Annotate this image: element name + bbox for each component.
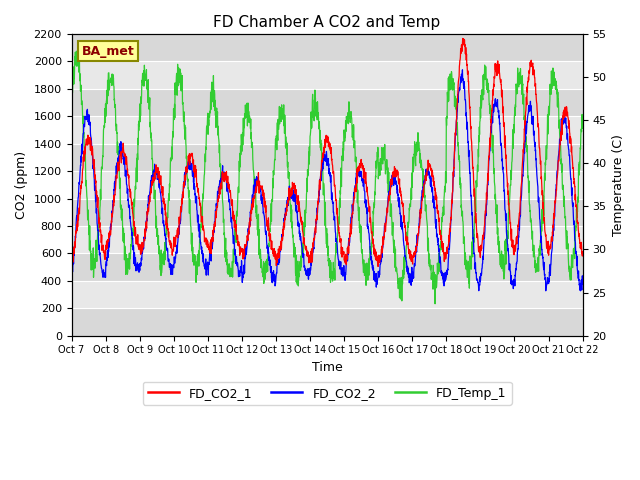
Title: FD Chamber A CO2 and Temp: FD Chamber A CO2 and Temp [213,15,441,30]
Bar [72,144,582,171]
Text: BA_met: BA_met [82,45,134,58]
Bar [72,226,582,253]
Bar [72,253,582,281]
Bar [72,171,582,199]
Bar [72,34,582,61]
Bar [72,199,582,226]
Bar [72,281,582,308]
Bar [72,116,582,144]
Y-axis label: CO2 (ppm): CO2 (ppm) [15,151,28,219]
X-axis label: Time: Time [312,361,342,374]
Bar [72,308,582,336]
Bar [72,61,582,89]
Y-axis label: Temperature (C): Temperature (C) [612,134,625,236]
Bar [72,89,582,116]
Legend: FD_CO2_1, FD_CO2_2, FD_Temp_1: FD_CO2_1, FD_CO2_2, FD_Temp_1 [143,382,511,405]
